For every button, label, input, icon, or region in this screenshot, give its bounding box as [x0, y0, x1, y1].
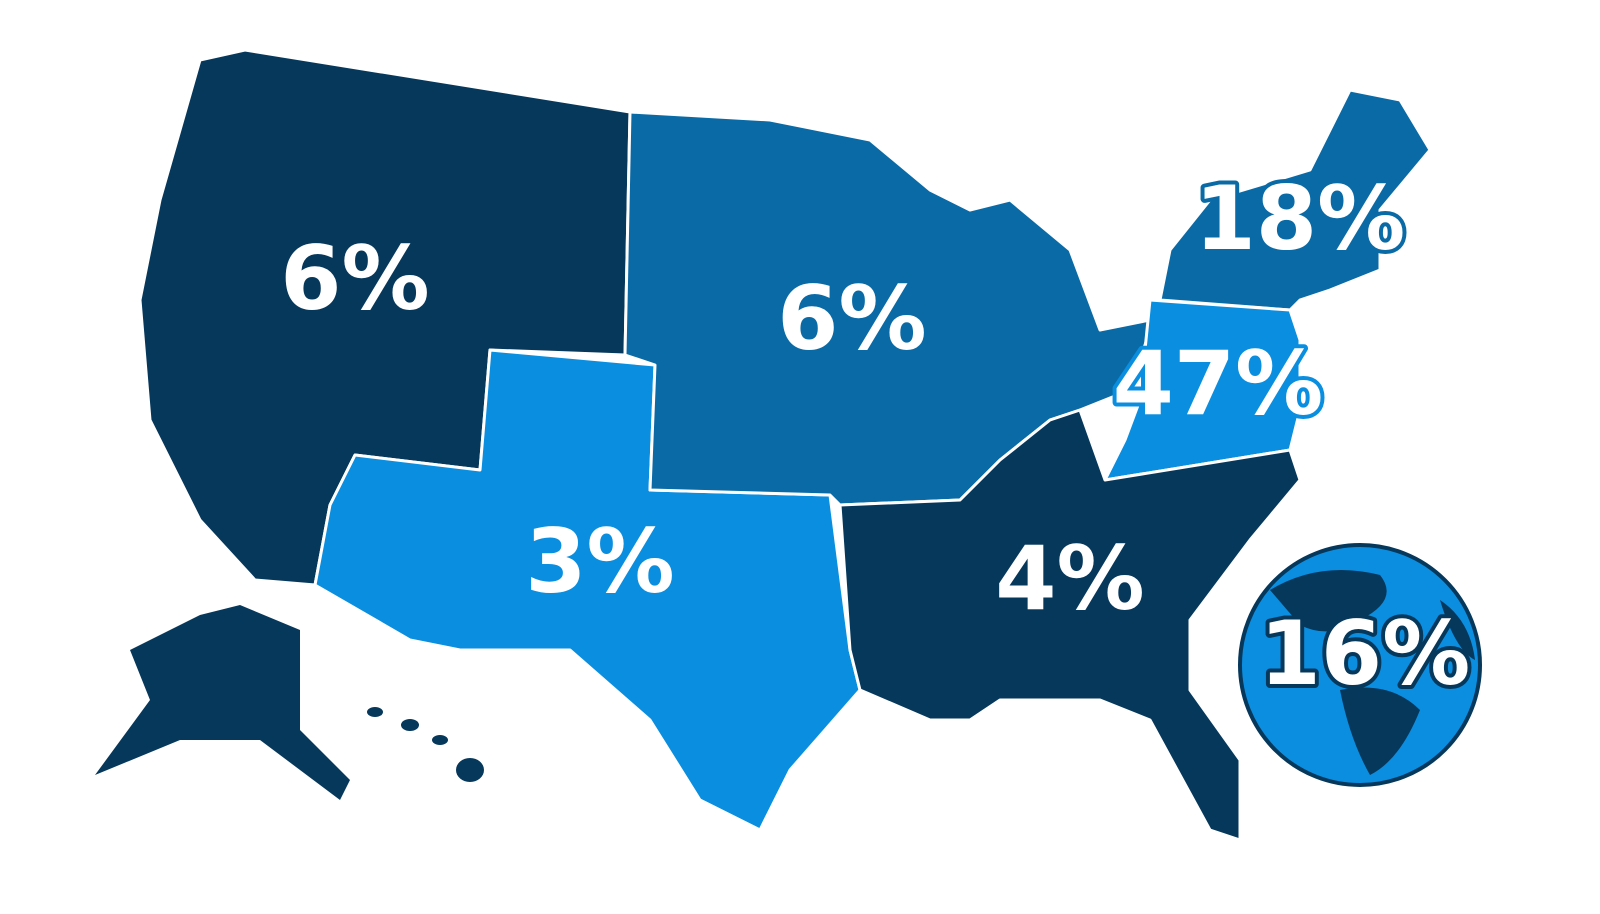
globe: [1238, 543, 1482, 787]
region-label: 4%: [995, 527, 1144, 630]
region-label: 47%: [1113, 332, 1324, 435]
region-southeast: [838, 408, 1302, 842]
alaska: [95, 605, 350, 800]
region-label: 16%: [1260, 602, 1471, 705]
region-label: 6%: [777, 267, 926, 370]
region-label: 3%: [525, 510, 674, 613]
region-northeast: [1158, 88, 1432, 312]
region-label: 6%: [280, 227, 429, 330]
region-label: 18%: [1195, 167, 1406, 270]
hawaii: [367, 707, 484, 782]
